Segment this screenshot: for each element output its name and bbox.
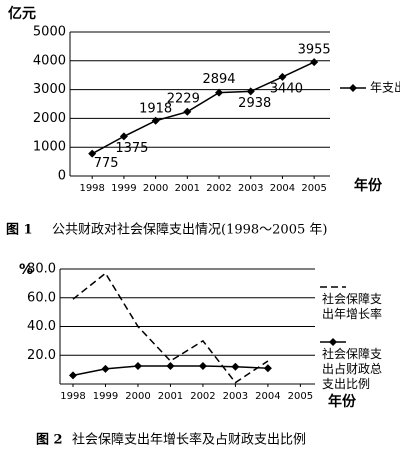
series-line xyxy=(72,272,269,384)
x-tick-label: 1999 xyxy=(93,391,118,402)
y-axis-label: 亿元 xyxy=(8,5,36,22)
x-tick-label: 1998 xyxy=(79,183,104,194)
y-tick-label: 20.0 xyxy=(27,348,56,363)
point xyxy=(310,58,319,67)
x-axis-label: 年份 xyxy=(354,177,383,194)
x-tick-label: 2004 xyxy=(270,183,295,194)
point xyxy=(183,107,192,116)
data-label: 2938 xyxy=(238,96,271,111)
figure-caption: 公共财政对社会保障支出情况(1998～2005 年) xyxy=(52,222,327,238)
y-tick-label: 3000 xyxy=(33,82,66,97)
x-tick-label: 2003 xyxy=(238,183,263,194)
x-tick-label: 1998 xyxy=(60,391,85,402)
y-tick-label: 4000 xyxy=(33,53,66,68)
point xyxy=(215,88,224,97)
point xyxy=(68,371,77,380)
x-tick-label: 2004 xyxy=(255,391,280,402)
x-tick-label: 2001 xyxy=(158,391,183,402)
y-axis-label: % xyxy=(19,262,33,278)
point xyxy=(263,364,272,373)
point xyxy=(278,72,287,81)
data-label: 3440 xyxy=(270,81,303,96)
point xyxy=(198,362,207,371)
x-tick-label: 2002 xyxy=(206,183,231,194)
figure-label: 图 2 xyxy=(36,433,63,448)
legend-marker xyxy=(329,338,337,346)
data-label: 2229 xyxy=(167,91,200,106)
x-tick-label: 2002 xyxy=(190,391,215,402)
y-tick-label: 5000 xyxy=(33,25,66,40)
data-label: 1918 xyxy=(139,101,172,116)
x-tick-label: 2005 xyxy=(288,391,313,402)
point xyxy=(133,362,142,371)
point xyxy=(88,149,97,158)
y-tick-label: 1000 xyxy=(33,140,66,155)
legend-label: 社会保障支出年增长率 xyxy=(322,291,382,321)
y-tick-label: 0 xyxy=(58,169,66,184)
x-tick-label: 2003 xyxy=(223,391,248,402)
x-tick-label: 2000 xyxy=(143,183,168,194)
point xyxy=(119,132,128,141)
series-line xyxy=(91,61,315,155)
data-label: 2894 xyxy=(202,72,235,87)
legend-label: 年支出 xyxy=(370,81,400,95)
data-label: 1375 xyxy=(115,141,148,156)
data-label: 775 xyxy=(94,156,119,171)
figure-label: 图 1 xyxy=(6,223,33,238)
x-tick-label: 2001 xyxy=(175,183,200,194)
legend-label: 社会保障支出占财政总支出比例 xyxy=(322,346,382,391)
x-tick-label: 2000 xyxy=(125,391,150,402)
x-axis-label: 年份 xyxy=(328,393,357,410)
y-tick-label: 60.0 xyxy=(27,290,56,305)
figure-caption: 社会保障支出年增长率及占财政支出比例 xyxy=(72,432,306,448)
data-label: 3955 xyxy=(298,43,331,58)
y-tick-label: 80.0 xyxy=(27,262,56,277)
x-tick-label: 2005 xyxy=(301,183,326,194)
point xyxy=(166,362,175,371)
point xyxy=(151,116,160,125)
y-tick-label: 40.0 xyxy=(27,319,56,334)
point xyxy=(101,364,110,373)
point xyxy=(231,362,240,371)
x-tick-label: 1999 xyxy=(111,183,136,194)
point xyxy=(246,87,255,96)
legend-marker xyxy=(349,84,357,92)
y-tick-label: 2000 xyxy=(33,111,66,126)
